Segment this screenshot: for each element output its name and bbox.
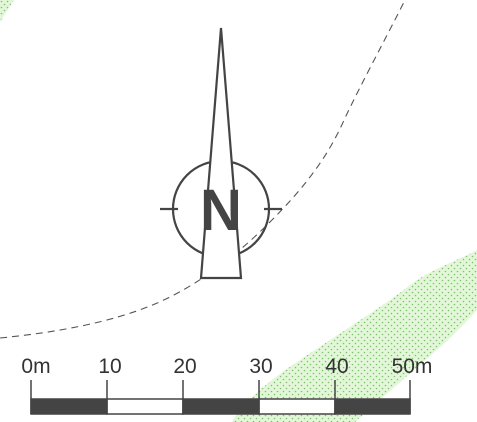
north-arrow: N <box>160 27 282 280</box>
scale-label-10: 10 <box>98 355 121 378</box>
vegetation-area-bottom-right <box>232 250 477 422</box>
scale-segment-30-40 <box>258 398 336 415</box>
vegetation-area-top-left <box>0 0 14 22</box>
scale-segment-10-20 <box>106 398 184 415</box>
scale-segment-20-30 <box>182 398 260 415</box>
scale-label-30: 30 <box>249 355 272 378</box>
scale-label-50: 50m <box>392 355 433 378</box>
dashed-boundary-line <box>0 0 406 339</box>
scale-segment-40-50 <box>334 398 411 415</box>
north-label: N <box>200 178 242 243</box>
scale-label-20: 20 <box>173 355 196 378</box>
scale-label-0: 0m <box>21 355 50 378</box>
scale-label-40: 40 <box>325 355 348 378</box>
scale-bar: 0m 10 20 30 40 50m <box>21 355 433 415</box>
north-arrow-icon <box>199 27 243 280</box>
scale-segment-0-10 <box>30 398 108 415</box>
